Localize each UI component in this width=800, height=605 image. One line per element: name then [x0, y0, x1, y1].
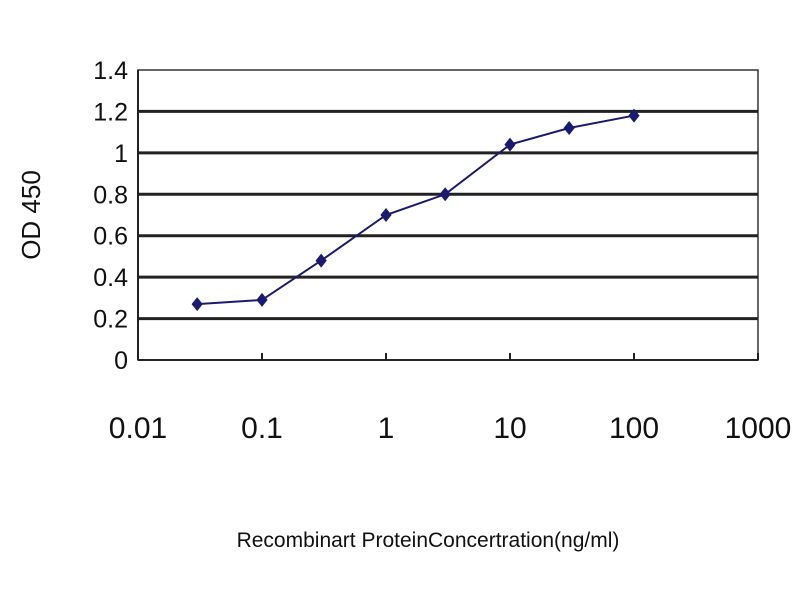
- data-point: [563, 121, 575, 135]
- y-tick-label: 1.2: [93, 98, 128, 126]
- x-tick-label: 0.01: [109, 412, 167, 445]
- y-tick-label: 0.2: [93, 306, 128, 334]
- data-point: [504, 137, 516, 152]
- data-point: [191, 297, 203, 312]
- grid: [137, 69, 759, 361]
- x-tick-label: 1: [378, 412, 395, 445]
- y-tick-label: 0.8: [93, 181, 128, 209]
- data-point: [380, 208, 392, 222]
- y-tick-label: 1.4: [93, 57, 128, 85]
- x-tick-label: 10: [493, 412, 526, 445]
- y-tick-label: 0.4: [93, 264, 128, 292]
- data-point: [256, 292, 268, 307]
- x-tick-label: 1000: [725, 412, 792, 445]
- x-tick-label: 100: [609, 412, 659, 445]
- plot-area: [137, 69, 759, 361]
- data-point: [628, 108, 640, 123]
- y-tick-label: 0.6: [93, 223, 128, 251]
- data-point: [439, 187, 451, 202]
- y-tick-label: 1: [114, 140, 128, 168]
- series: [191, 108, 640, 312]
- series-line: [197, 114, 635, 306]
- y-axis-label: OD 450: [16, 170, 46, 260]
- data-point: [315, 253, 327, 268]
- x-tick-label: 0.1: [241, 412, 283, 445]
- x-axis-label: Recombinart ProteinConcertration(ng/ml): [237, 529, 620, 552]
- axes: 0 0.2 0.4 0.6 0.8 1 1.2 1.4 0.01 0.1 1 10 100 1000: [93, 57, 791, 445]
- y-tick-label: 0: [114, 347, 128, 375]
